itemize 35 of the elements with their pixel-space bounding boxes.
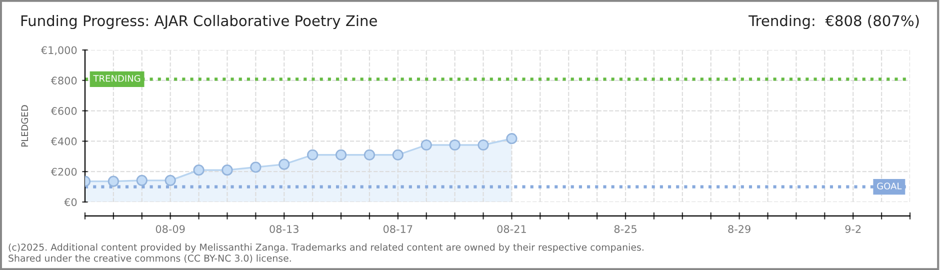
point — [364, 149, 376, 160]
x-tick-label: 8-25 — [614, 225, 636, 233]
point — [278, 158, 290, 170]
point — [108, 176, 120, 187]
y-tick-label: €1,000 — [40, 46, 77, 56]
point — [449, 139, 460, 151]
ref-line-label: GOAL — [877, 182, 902, 190]
y-tick-label: €400 — [50, 137, 77, 146]
x-tick-label: 08-21 — [497, 225, 526, 233]
x-tick-label: 08-17 — [383, 225, 412, 233]
point — [164, 174, 176, 186]
point — [222, 164, 233, 176]
chart-title: Funding Progress: AJAR Collaborative Poetry Zine — [21, 14, 377, 30]
x-tick-label: 9-2 — [845, 225, 861, 233]
y-axis-title: PLEDGED — [21, 105, 28, 147]
x-tick-label: 8-29 — [728, 225, 750, 233]
point — [420, 139, 432, 151]
y-tick-label: €600 — [50, 107, 77, 115]
point — [307, 149, 318, 160]
point — [193, 164, 204, 176]
ref-line-label: TRENDING — [93, 74, 140, 82]
y-tick-label: €800 — [50, 76, 77, 85]
point — [506, 133, 518, 144]
x-tick-label: 08-09 — [156, 225, 185, 233]
point — [392, 149, 404, 160]
point — [335, 149, 347, 160]
point — [478, 139, 489, 151]
y-tick-label: €0 — [64, 198, 77, 206]
x-tick-label: 08-13 — [270, 225, 298, 233]
text: Trending: €808 (807%) — [748, 14, 919, 30]
point — [136, 174, 148, 186]
point — [250, 162, 262, 173]
y-tick-label: €200 — [50, 168, 77, 176]
text: (c)2025. Additional content provided by Melissanthi Zanga. Trademarks and related content are owned by their respective companies. — [8, 243, 644, 253]
text: Shared under the creative commons (CC BY-NC 3.0) license. — [8, 254, 291, 263]
